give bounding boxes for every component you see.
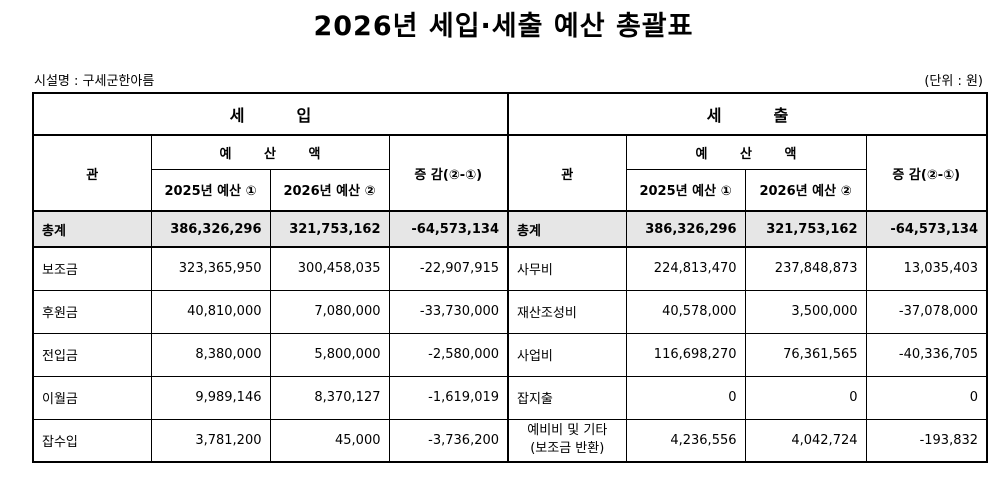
expenditure-total-prev: 386,326,296 [625, 210, 746, 248]
revenue-item-diff: -3,736,200 [388, 418, 510, 463]
revenue-item-curr: 5,800,000 [269, 332, 390, 377]
expenditure-item-label: 재산조성비 [507, 289, 627, 334]
expenditure-prev-budget-header: 2025년 예산 ① [625, 168, 746, 212]
budget-summary-table: 세입 세출 관 예 산 액 증 감(②-①) 관 예 산 액 증 감(②-①) … [32, 92, 989, 463]
expenditure-curr-budget-header: 2026년 예산 ② [744, 168, 867, 212]
revenue-item-curr: 8,370,127 [269, 375, 390, 420]
expenditure-item-label: 잡지출 [507, 375, 627, 420]
unit-label: (단위 : 원) [924, 74, 983, 89]
expenditure-item-label-line1: 예비비 및 기타 [527, 423, 608, 439]
column-header-row: 관 예 산 액 증 감(②-①) 관 예 산 액 증 감(②-①) [32, 134, 988, 212]
revenue-item-prev: 323,365,950 [150, 246, 271, 291]
revenue-item-prev: 8,380,000 [150, 332, 271, 377]
revenue-item-label: 후원금 [32, 289, 152, 334]
expenditure-item-curr: 237,848,873 [744, 246, 867, 291]
revenue-diff-header: 증 감(②-①) [388, 134, 510, 212]
table-row: 보조금 323,365,950 300,458,035 -22,907,915 … [32, 246, 988, 291]
expenditure-item-prev: 4,236,556 [625, 418, 746, 463]
revenue-total-curr: 321,753,162 [269, 210, 390, 248]
expenditure-budget-amount-header: 예 산 액 [625, 134, 867, 170]
revenue-item-curr: 45,000 [269, 418, 390, 463]
revenue-item-label: 전입금 [32, 332, 152, 377]
revenue-total-label: 총계 [32, 210, 152, 248]
revenue-item-label: 이월금 [32, 375, 152, 420]
revenue-header: 세입 [32, 92, 510, 136]
expenditure-item-prev: 0 [625, 375, 746, 420]
expenditure-total-diff: -64,573,134 [865, 210, 988, 248]
revenue-budget-amount-header: 예 산 액 [150, 134, 390, 170]
section-header-row: 세입 세출 [32, 92, 988, 136]
expenditure-item-label: 사업비 [507, 332, 627, 377]
expenditure-item-curr: 76,361,565 [744, 332, 867, 377]
revenue-curr-budget-header: 2026년 예산 ② [269, 168, 390, 212]
revenue-item-prev: 3,781,200 [150, 418, 271, 463]
revenue-prev-budget-header: 2025년 예산 ① [150, 168, 271, 212]
revenue-item-curr: 7,080,000 [269, 289, 390, 334]
expenditure-item-diff: 13,035,403 [865, 246, 988, 291]
expenditure-header: 세출 [507, 92, 988, 136]
table-row: 후원금 40,810,000 7,080,000 -33,730,000 재산조… [32, 289, 988, 334]
revenue-item-diff: -1,619,019 [388, 375, 510, 420]
total-row: 총계 386,326,296 321,753,162 -64,573,134 총… [32, 210, 988, 248]
revenue-item-prev: 40,810,000 [150, 289, 271, 334]
table-row: 이월금 9,989,146 8,370,127 -1,619,019 잡지출 0… [32, 375, 988, 420]
expenditure-item-label: 예비비 및 기타 (보조금 반환) [507, 418, 627, 463]
revenue-item-label: 보조금 [32, 246, 152, 291]
table-row: 잡수입 3,781,200 45,000 -3,736,200 예비비 및 기타… [32, 418, 988, 463]
expenditure-total-curr: 321,753,162 [744, 210, 867, 248]
expenditure-diff-header: 증 감(②-①) [865, 134, 988, 212]
revenue-item-diff: -2,580,000 [388, 332, 510, 377]
expenditure-item-diff: -193,832 [865, 418, 988, 463]
expenditure-item-label-line2: (보조금 반환) [530, 441, 605, 457]
expenditure-item-label: 사무비 [507, 246, 627, 291]
facility-name: 시설명 : 구세군한아름 [34, 74, 155, 89]
table-row: 전입금 8,380,000 5,800,000 -2,580,000 사업비 1… [32, 332, 988, 377]
revenue-total-diff: -64,573,134 [388, 210, 510, 248]
expenditure-item-prev: 40,578,000 [625, 289, 746, 334]
revenue-item-prev: 9,989,146 [150, 375, 271, 420]
revenue-total-prev: 386,326,296 [150, 210, 271, 248]
column-subheader-row: 2025년 예산 ① 2026년 예산 ② 2025년 예산 ① 2026년 예… [33, 168, 987, 212]
expenditure-total-label: 총계 [507, 210, 627, 248]
expenditure-item-prev: 116,698,270 [625, 332, 746, 377]
expenditure-item-prev: 224,813,470 [625, 246, 746, 291]
expenditure-item-diff: 0 [865, 375, 988, 420]
expenditure-item-curr: 3,500,000 [744, 289, 867, 334]
expenditure-item-curr: 0 [744, 375, 867, 420]
expenditure-item-curr: 4,042,724 [744, 418, 867, 463]
revenue-kwan-header: 관 [32, 134, 152, 212]
revenue-item-diff: -33,730,000 [388, 289, 510, 334]
expenditure-kwan-header: 관 [507, 134, 627, 212]
revenue-item-curr: 300,458,035 [269, 246, 390, 291]
page-title: 2026년 세입·세출 예산 총괄표 [313, 11, 694, 42]
expenditure-item-diff: -37,078,000 [865, 289, 988, 334]
expenditure-item-diff: -40,336,705 [865, 332, 988, 377]
revenue-item-label: 잡수입 [32, 418, 152, 463]
revenue-item-diff: -22,907,915 [388, 246, 510, 291]
